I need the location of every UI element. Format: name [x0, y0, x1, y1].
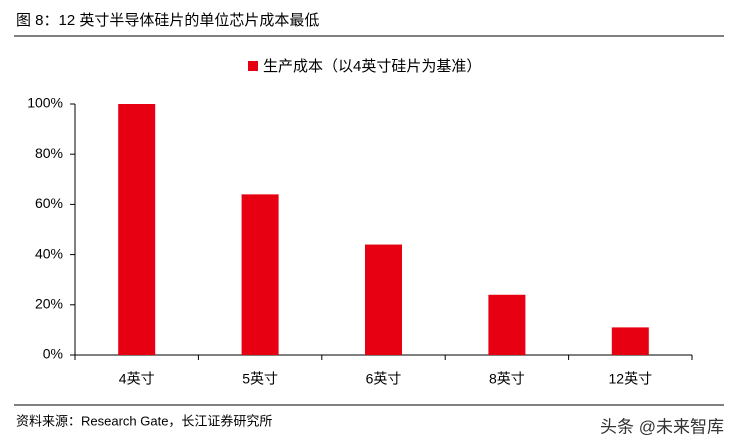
legend-swatch	[248, 61, 258, 71]
y-tick-label: 100%	[27, 95, 63, 111]
y-tick-label: 40%	[35, 245, 63, 261]
x-tick-label: 4英寸	[119, 371, 155, 387]
x-tick-label: 12英寸	[609, 371, 653, 387]
y-tick-label: 80%	[35, 145, 63, 161]
bar	[118, 104, 156, 355]
x-tick-label: 6英寸	[366, 371, 402, 387]
chart-title: 图 8：12 英寸半导体硅片的单位芯片成本最低	[16, 11, 319, 29]
bar	[241, 194, 279, 355]
bar	[365, 244, 402, 355]
source: 资料来源：Research Gate，长江证券研究所	[16, 413, 272, 428]
watermark: 头条 @未来智库	[600, 417, 724, 436]
y-tick-label: 0%	[43, 346, 63, 362]
legend-label: 生产成本（以4英寸硅片为基准）	[263, 57, 481, 75]
y-tick-label: 60%	[35, 195, 63, 211]
y-tick-label: 20%	[35, 296, 63, 312]
bar	[488, 294, 526, 355]
x-tick-label: 8英寸	[489, 371, 525, 387]
bar	[611, 327, 649, 355]
x-tick-label: 5英寸	[242, 371, 278, 387]
